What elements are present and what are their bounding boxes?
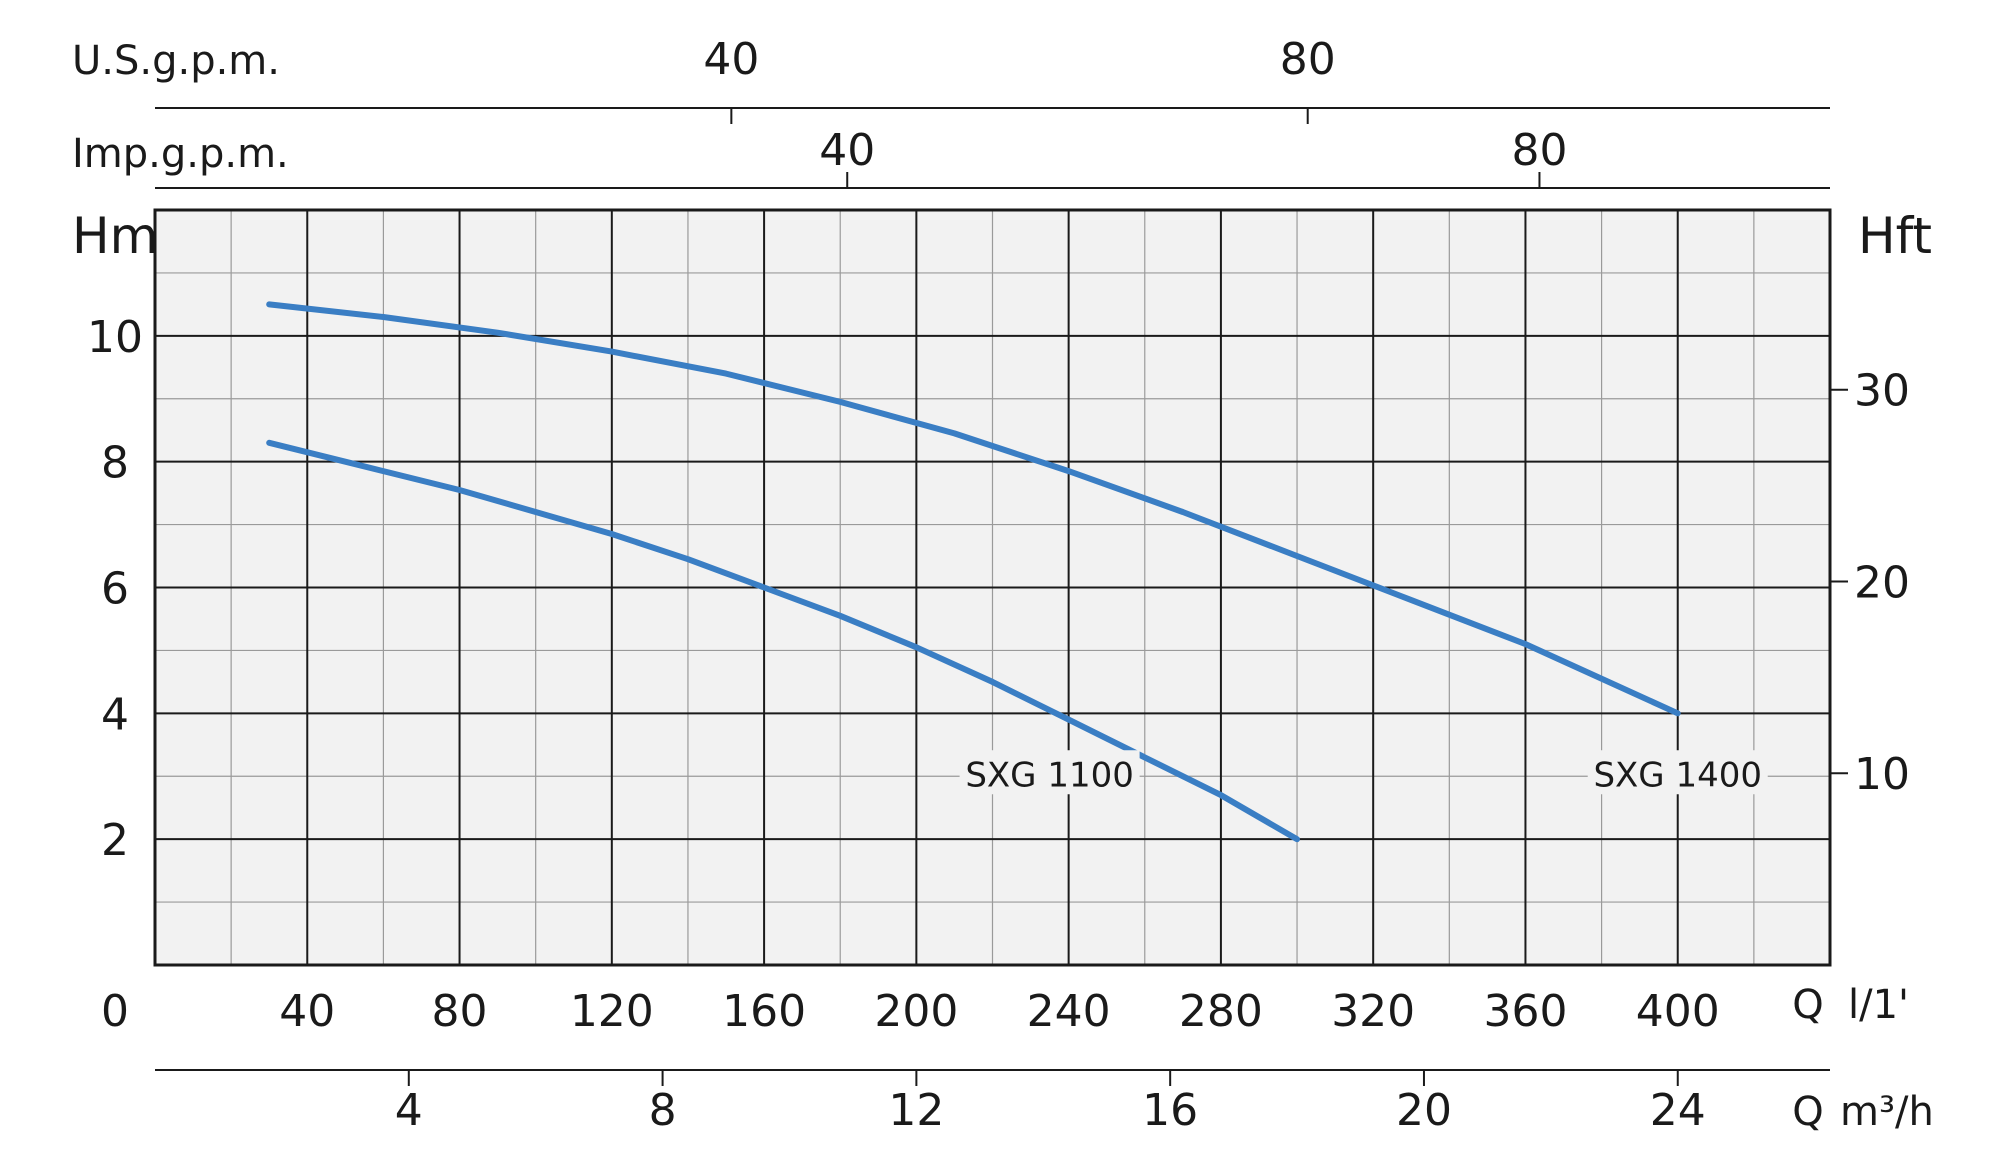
y-tick-label-left: 6: [101, 564, 129, 615]
y-axis-title-left: Hm: [72, 207, 158, 265]
x-origin-label: 0: [101, 986, 129, 1037]
x-tick-labels-lpm: 40 80 120 160 200 240 280 320 360 400: [279, 986, 1719, 1037]
x-tick-label: 280: [1179, 986, 1263, 1037]
y-tick-label-left: 2: [101, 815, 129, 866]
secondary-axis-q-label: Q: [1792, 1089, 1823, 1135]
x-tick-label: 400: [1636, 986, 1720, 1037]
secondary-tick-label: 12: [888, 1085, 944, 1136]
y-tick-label-left: 4: [101, 689, 129, 740]
secondary-tick-label: 20: [1396, 1085, 1452, 1136]
x-tick-label: 240: [1027, 986, 1111, 1037]
secondary-tick-label: 80: [1511, 125, 1567, 176]
x-tick-label: 200: [874, 986, 958, 1037]
y-axis-title-right: Hft: [1858, 207, 1932, 265]
y-tick-label-right: 10: [1854, 749, 1910, 800]
x-axis-unit-lpm: l/1': [1848, 982, 1909, 1028]
y-tick-labels-right: 10 20 30: [1830, 366, 1910, 800]
series-line-sxg-1400: [266, 301, 1681, 717]
secondary-tick-label: 4: [395, 1085, 423, 1136]
curve-labels: SXG 1100 SXG 1400: [959, 750, 1768, 795]
x-tick-label: 320: [1331, 986, 1415, 1037]
secondary-axis-unit: m³/h: [1840, 1089, 1934, 1135]
y-tick-label-left: 10: [87, 312, 143, 363]
x-tick-label: 360: [1483, 986, 1567, 1037]
secondary-tick-label: 40: [703, 34, 759, 85]
secondary-axis-imp-gpm: 40 80 Imp.g.p.m.: [72, 125, 1830, 189]
y-tick-label-left: 8: [101, 438, 129, 489]
major-grid: [155, 210, 1830, 965]
secondary-tick-label: 24: [1650, 1085, 1706, 1136]
secondary-tick-label: 16: [1142, 1085, 1198, 1136]
y-tick-label-right: 30: [1854, 366, 1910, 417]
series-label-background: [959, 750, 1140, 795]
secondary-tick-label: 8: [649, 1085, 677, 1136]
x-tick-label: 80: [432, 986, 488, 1037]
x-tick-label: 40: [279, 986, 335, 1037]
x-axis-q-label: Q: [1792, 982, 1823, 1028]
x-tick-label: 120: [570, 986, 654, 1037]
secondary-axis-us-gpm: 40 80 U.S.g.p.m.: [72, 34, 1830, 124]
secondary-axis-unit: Imp.g.p.m.: [72, 131, 289, 177]
plot-frame: [153, 208, 1832, 967]
y-tick-label-right: 20: [1854, 557, 1910, 608]
secondary-axis-unit: U.S.g.p.m.: [72, 38, 280, 84]
series-label: SXG 1400: [1593, 755, 1762, 795]
series-label: SXG 1100: [965, 755, 1134, 795]
x-tick-label: 160: [722, 986, 806, 1037]
y-tick-labels-left: 2 4 6 8 10: [87, 312, 143, 866]
secondary-tick-label: 40: [819, 125, 875, 176]
series-label-background: [1587, 750, 1768, 795]
secondary-tick-label: 80: [1280, 34, 1336, 85]
